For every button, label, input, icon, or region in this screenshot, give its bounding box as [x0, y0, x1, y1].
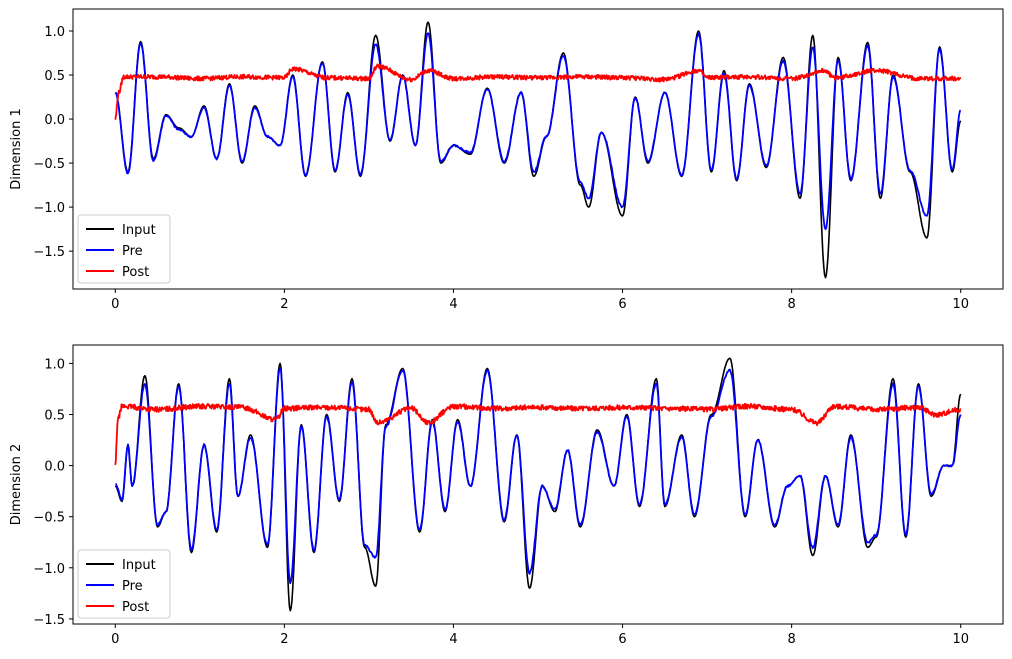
series-line-pre	[115, 367, 962, 585]
x-tick-label: 4	[449, 632, 457, 647]
series-line-pre	[114, 32, 962, 231]
y-tick-label: −1.5	[33, 613, 65, 628]
y-tick-label: −0.5	[33, 157, 65, 172]
y-tick-label: 1.0	[44, 25, 65, 40]
axes-frame	[72, 344, 1004, 625]
y-axis-label: Dimension 1	[9, 108, 24, 190]
x-tick-label: 0	[111, 297, 119, 312]
legend-label-input: Input	[122, 223, 156, 238]
y-tick-label: −1.0	[33, 201, 65, 216]
subplot-dimension-1: 0 2 4 6 8 10 −1.5 −1.0 −0.5 0.0 0.5 1.0 Dimension 1 I…	[9, 8, 1004, 312]
y-tick-label: 0.0	[44, 113, 65, 128]
x-tick-label: 6	[618, 297, 626, 312]
x-tick-label: 10	[952, 297, 969, 312]
axes-frame	[72, 8, 1004, 290]
y-axis-label: Dimension 2	[9, 444, 24, 526]
y-tick-label: 0.5	[44, 69, 65, 84]
y-tick-label: 0.5	[44, 408, 65, 423]
legend-box	[77, 549, 171, 619]
legend-label-post: Post	[122, 600, 149, 615]
subplot-dimension-2: 0 2 4 6 8 10 −1.5 −1.0 −0.5 0.0 0.5 1.0 Dimension 2 I…	[9, 344, 1004, 647]
legend: Input Pre Post	[77, 549, 171, 619]
legend-label-input: Input	[122, 558, 156, 573]
legend-label-post: Post	[122, 265, 149, 280]
y-tick-label: 1.0	[44, 357, 65, 372]
y-tick-label: 0.0	[44, 460, 65, 475]
x-tick-label: 6	[618, 632, 626, 647]
x-tick-label: 4	[449, 297, 457, 312]
series-line-post	[114, 63, 962, 120]
x-tick-label: 2	[280, 632, 288, 647]
x-tick-label: 10	[952, 632, 969, 647]
x-tick-label: 8	[787, 297, 795, 312]
x-tick-label: 2	[280, 297, 288, 312]
legend: Input Pre Post	[77, 214, 171, 284]
x-tick-label: 0	[111, 632, 119, 647]
x-tick-label: 8	[787, 632, 795, 647]
y-tick-label: −1.0	[33, 562, 65, 577]
y-tick-label: −0.5	[33, 511, 65, 526]
legend-label-pre: Pre	[122, 579, 143, 594]
legend-box	[77, 214, 171, 284]
y-tick-label: −1.5	[33, 245, 65, 260]
legend-label-pre: Pre	[122, 244, 143, 259]
series-line-post	[114, 402, 962, 466]
